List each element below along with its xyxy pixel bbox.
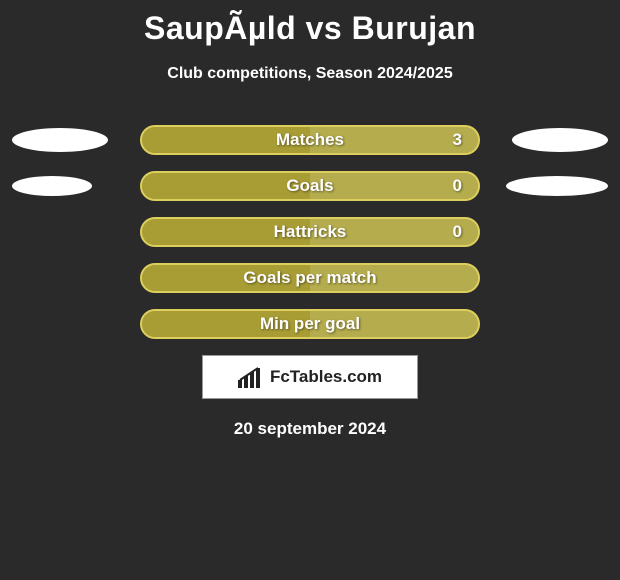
brand-bars-icon bbox=[238, 366, 264, 388]
stat-label: Hattricks bbox=[274, 222, 347, 242]
stat-row: Min per goal bbox=[0, 309, 620, 339]
stat-value: 0 bbox=[453, 222, 462, 242]
left-ellipse bbox=[12, 128, 108, 152]
brand-box: FcTables.com bbox=[202, 355, 418, 399]
stat-label: Matches bbox=[276, 130, 344, 150]
stat-bar-left-fill bbox=[142, 173, 310, 199]
stat-value: 3 bbox=[453, 130, 462, 150]
left-ellipse bbox=[12, 176, 92, 196]
stat-row: Hattricks 0 bbox=[0, 217, 620, 247]
stat-value: 0 bbox=[453, 176, 462, 196]
stat-bar: Min per goal bbox=[140, 309, 480, 339]
right-ellipse bbox=[512, 128, 608, 152]
brand-label: FcTables.com bbox=[270, 367, 382, 387]
stat-row: Goals 0 bbox=[0, 171, 620, 201]
page-title: SaupÃµld vs Burujan bbox=[0, 0, 620, 47]
right-ellipse bbox=[506, 176, 608, 196]
stat-label: Goals bbox=[286, 176, 333, 196]
comparison-infographic: SaupÃµld vs Burujan Club competitions, S… bbox=[0, 0, 620, 580]
stat-label: Min per goal bbox=[260, 314, 360, 334]
stat-row: Goals per match bbox=[0, 263, 620, 293]
stat-bar: Hattricks 0 bbox=[140, 217, 480, 247]
stat-row: Matches 3 bbox=[0, 125, 620, 155]
stats-rows: Matches 3 Goals 0 Hattricks 0 Goals per match M… bbox=[0, 125, 620, 339]
subtitle: Club competitions, Season 2024/2025 bbox=[0, 65, 620, 83]
stat-bar: Matches 3 bbox=[140, 125, 480, 155]
stat-bar: Goals per match bbox=[140, 263, 480, 293]
date-label: 20 september 2024 bbox=[0, 419, 620, 439]
stat-label: Goals per match bbox=[243, 268, 376, 288]
stat-bar: Goals 0 bbox=[140, 171, 480, 201]
